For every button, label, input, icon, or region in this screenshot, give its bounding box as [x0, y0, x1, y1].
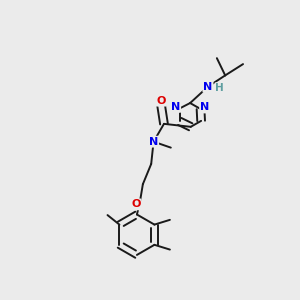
- Text: N: N: [203, 82, 213, 92]
- Text: H: H: [215, 83, 224, 93]
- Text: N: N: [149, 137, 158, 147]
- Text: O: O: [131, 200, 140, 209]
- Text: N: N: [200, 103, 209, 112]
- Text: N: N: [171, 102, 180, 112]
- Text: O: O: [156, 96, 166, 106]
